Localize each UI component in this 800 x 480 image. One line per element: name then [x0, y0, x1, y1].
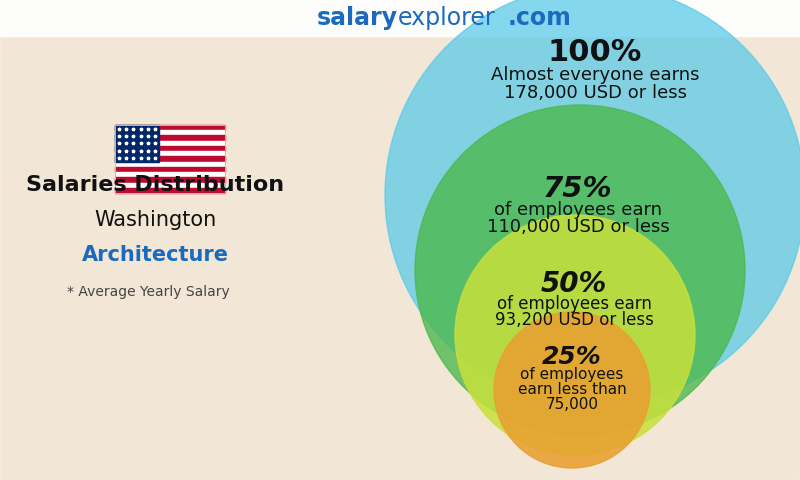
Bar: [115, 125, 225, 193]
Bar: [115, 167, 225, 172]
Bar: [115, 162, 225, 167]
Text: Architecture: Architecture: [82, 245, 229, 265]
Text: earn less than: earn less than: [518, 382, 626, 397]
Bar: [115, 130, 225, 135]
Text: 50%: 50%: [541, 270, 607, 298]
Text: Salaries Distribution: Salaries Distribution: [26, 175, 284, 195]
Text: 25%: 25%: [542, 345, 602, 369]
Text: 75%: 75%: [543, 175, 613, 203]
Text: * Average Yearly Salary: * Average Yearly Salary: [66, 285, 230, 299]
Bar: [115, 182, 225, 188]
Text: 93,200 USD or less: 93,200 USD or less: [494, 311, 654, 329]
Text: Washington: Washington: [94, 210, 216, 230]
Text: salary: salary: [317, 6, 398, 30]
Bar: [115, 135, 225, 141]
Bar: [115, 125, 225, 130]
Bar: [115, 188, 225, 193]
Circle shape: [415, 105, 745, 435]
Text: 100%: 100%: [548, 38, 642, 67]
Text: 110,000 USD or less: 110,000 USD or less: [486, 218, 670, 236]
Text: .com: .com: [508, 6, 572, 30]
Bar: [115, 156, 225, 162]
Bar: [115, 125, 159, 162]
Bar: [115, 151, 225, 156]
Bar: [115, 146, 225, 151]
Bar: [115, 177, 225, 182]
Text: of employees earn: of employees earn: [494, 201, 662, 219]
Text: 75,000: 75,000: [546, 397, 598, 412]
Text: of employees: of employees: [520, 367, 624, 382]
Bar: [115, 141, 225, 146]
Circle shape: [455, 215, 695, 455]
Text: explorer: explorer: [398, 6, 496, 30]
Text: Almost everyone earns: Almost everyone earns: [490, 66, 699, 84]
Bar: [0, 0, 800, 36]
Text: of employees earn: of employees earn: [497, 295, 651, 313]
Circle shape: [494, 312, 650, 468]
Text: 178,000 USD or less: 178,000 USD or less: [503, 84, 686, 102]
Circle shape: [385, 0, 800, 405]
Bar: [115, 172, 225, 177]
